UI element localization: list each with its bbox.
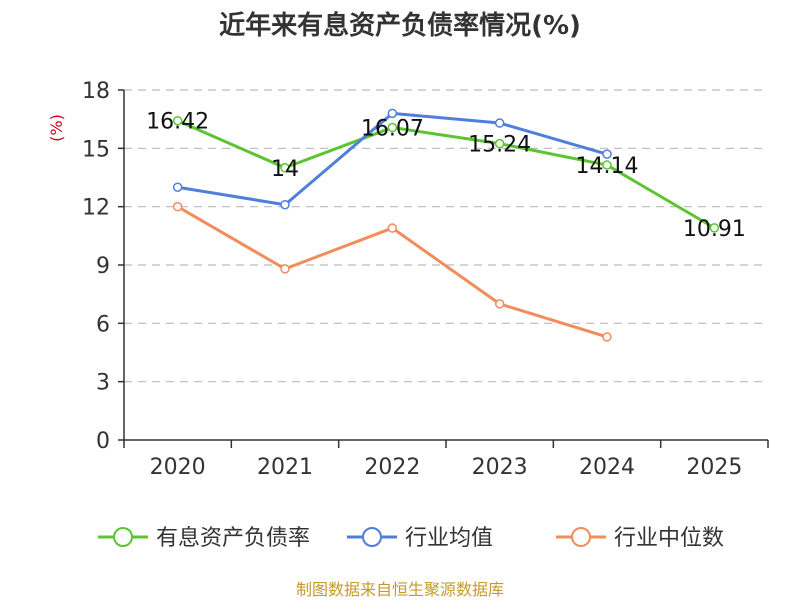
- y-axis-unit: (%): [47, 114, 66, 142]
- data-point: [709, 223, 720, 233]
- data-label: 16.07: [361, 117, 424, 142]
- chart-title: 近年来有息资产负债率情况(%): [219, 10, 581, 41]
- data-point: [280, 199, 290, 210]
- data-point: [172, 115, 183, 126]
- data-label: 10.91: [683, 217, 746, 242]
- y-tick-label: 3: [96, 371, 110, 396]
- data-point: [494, 118, 505, 128]
- data-point: [387, 108, 398, 119]
- legend-swatch-marker: [113, 527, 133, 547]
- data-point: [494, 138, 505, 149]
- data-point: [387, 122, 398, 133]
- data-point: [387, 223, 398, 233]
- data-label: 16.42: [146, 110, 209, 135]
- y-tick-label: 9: [96, 254, 110, 279]
- data-label: 15.24: [468, 133, 531, 158]
- data-point: [602, 332, 612, 342]
- x-tick-label: 2023: [472, 455, 528, 480]
- axes: 0 3 6 9 12 15 18 2020 2021 2022 2023 2024 2025: [82, 79, 769, 480]
- y-tick-label: 18: [82, 79, 110, 104]
- x-tick-label: 2021: [257, 455, 313, 480]
- x-tick-label: 2020: [150, 455, 206, 480]
- grid-lines: [124, 89, 768, 383]
- x-tick-label: 2022: [364, 455, 420, 480]
- data-point: [172, 201, 183, 212]
- data-label: 14: [271, 157, 299, 182]
- data-point: [602, 149, 612, 159]
- y-tick-label: 12: [82, 196, 110, 221]
- series-line-0: [177, 119, 716, 230]
- data-point: [494, 299, 505, 309]
- y-tick-label: 15: [82, 137, 110, 162]
- series-lines: [172, 108, 720, 342]
- x-tick-label: 2024: [579, 455, 635, 480]
- data-point: [602, 160, 612, 170]
- y-tick-label: 0: [96, 429, 110, 454]
- legend: 有息资产负债率 行业均值 行业中位数: [98, 526, 724, 551]
- legend-swatch-marker: [362, 527, 382, 547]
- y-tick-label: 6: [96, 312, 110, 337]
- data-label: 14.14: [576, 154, 639, 179]
- data-point: [280, 264, 290, 274]
- legend-label: 有息资产负债率: [156, 526, 310, 551]
- data-point: [172, 182, 183, 192]
- legend-swatch-marker: [571, 527, 591, 547]
- data-labels: 16.42 14 16.07 15.24 14.14 10.91: [146, 110, 746, 242]
- x-tick-label: 2025: [686, 455, 742, 480]
- legend-label: 行业均值: [405, 526, 493, 551]
- data-point: [280, 163, 290, 173]
- source-note: 制图数据来自恒生聚源数据库: [296, 580, 504, 599]
- legend-label: 行业中位数: [614, 526, 724, 551]
